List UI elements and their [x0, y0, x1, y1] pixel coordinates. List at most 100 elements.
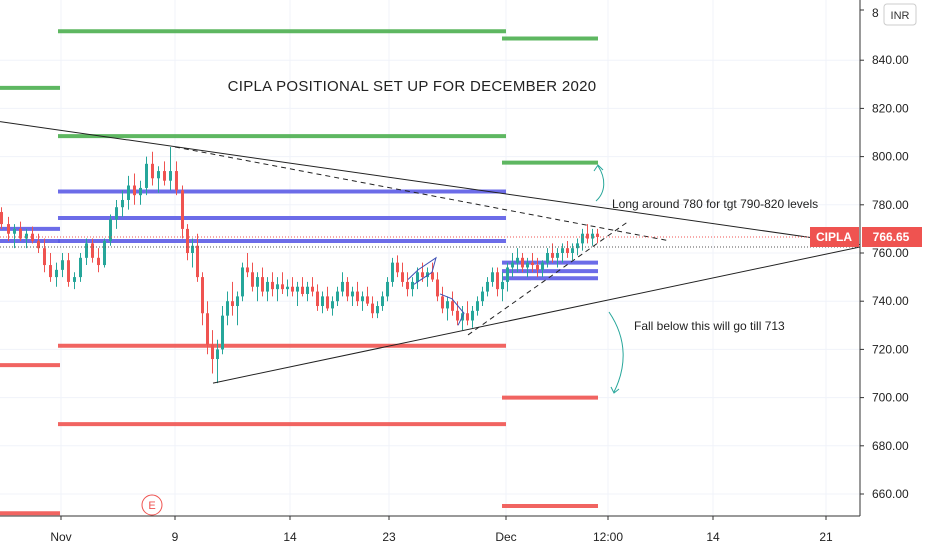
y-tick-label: 800.00: [872, 150, 909, 164]
price-axis[interactable]: 660.00 680.00 700.00 720.00 740.00 760.00 780.…: [859, 0, 909, 516]
candle-body: [25, 233, 28, 239]
candle-body: [416, 272, 419, 282]
long-annotation: Long around 780 for tgt 790-820 levels: [612, 197, 818, 211]
candle-body: [281, 284, 284, 290]
candle-body: [341, 281, 344, 292]
dashed-trendline: [467, 221, 629, 336]
candle-body: [396, 262, 399, 273]
candle-body: [311, 286, 314, 292]
levels: [0, 29, 598, 516]
candle-body: [103, 240, 106, 266]
candle-body: [491, 272, 494, 282]
candle-body: [321, 296, 324, 307]
candle-body: [526, 262, 529, 268]
candle-body: [546, 253, 549, 263]
candle-body: [97, 257, 100, 266]
y-tick-label: 780.00: [872, 198, 909, 212]
trendline: [0, 121, 861, 246]
candle-body: [496, 272, 499, 290]
y-tick-label: 660.00: [872, 487, 909, 501]
candle-body: [169, 171, 172, 181]
candle-body: [163, 171, 166, 181]
earnings-marker[interactable]: [141, 494, 163, 516]
candle-body: [551, 253, 554, 258]
trendline: [212, 246, 861, 384]
dashed-trendline: [174, 146, 671, 242]
candle-body: [386, 281, 389, 297]
up-arrowhead: [593, 164, 604, 172]
y-tick-label: 820.00: [872, 101, 909, 115]
candle-body: [596, 233, 599, 237]
candle-body: [401, 272, 404, 282]
candle-body: [501, 281, 504, 290]
candle-body: [0, 212, 3, 225]
symbol-label: CIPLA: [816, 230, 852, 244]
candle-body: [61, 260, 64, 270]
candle-body: [49, 265, 52, 278]
candle-body: [361, 296, 364, 302]
candle-body: [73, 277, 76, 282]
candle-body: [556, 253, 559, 258]
candle-body: [376, 306, 379, 314]
candle-body: [576, 243, 579, 249]
candle-body: [226, 301, 229, 316]
candle-body: [206, 313, 209, 345]
candle-body: [85, 243, 88, 258]
candle-body: [306, 286, 309, 294]
up-arrow: [595, 165, 605, 202]
short-annotation: Fall below this will go till 713: [634, 319, 785, 333]
candle-body: [157, 171, 160, 179]
candle-body: [211, 344, 214, 360]
candle-body: [121, 199, 124, 208]
candle-body: [391, 262, 394, 282]
candle-body: [181, 190, 184, 229]
candle-body: [431, 272, 434, 280]
candle-body: [331, 301, 334, 309]
candle-body: [133, 185, 136, 196]
candle-body: [566, 248, 569, 253]
candle-body: [486, 281, 489, 292]
currency-badge[interactable]: INR: [883, 3, 917, 26]
candle-body: [221, 315, 224, 350]
y-tick-label: 720.00: [872, 342, 909, 356]
candle-body: [516, 257, 519, 263]
candle-body: [371, 303, 374, 314]
down-arrowhead: [610, 386, 620, 394]
x-tick-label: 9: [172, 530, 179, 544]
candle-body: [145, 163, 148, 188]
candle-body: [186, 228, 189, 253]
flag-pattern: [439, 293, 465, 326]
candle-body: [521, 257, 524, 268]
candle-body: [586, 233, 589, 239]
candle-body: [581, 233, 584, 244]
symbol-tag: [810, 227, 859, 247]
x-tick-label: 14: [706, 530, 720, 544]
down-arrow: [608, 311, 624, 393]
candles: [0, 146, 599, 384]
candle-body: [109, 219, 112, 241]
candle-body: [236, 296, 239, 307]
candle-body: [531, 262, 534, 266]
plot-area: [0, 0, 861, 516]
candle-body: [351, 291, 354, 297]
candle-body: [511, 262, 514, 268]
candle-body: [251, 272, 254, 287]
candle-body: [301, 286, 304, 294]
candle-body: [276, 284, 279, 290]
y-tick-label: 740.00: [872, 294, 909, 308]
candle-body: [506, 267, 509, 282]
candle-body: [271, 281, 274, 290]
candle-body: [19, 228, 22, 239]
candle-body: [196, 245, 199, 278]
candle-body: [411, 281, 414, 290]
candle-body: [481, 291, 484, 302]
candle-body: [13, 228, 16, 234]
time-axis[interactable]: Nov 9 14 23 Dec 12:00 14 21: [0, 515, 860, 544]
candle-body: [127, 185, 130, 200]
candle-body: [256, 277, 259, 287]
candle-body: [406, 281, 409, 290]
candle-body: [67, 260, 70, 282]
symbol-price-label: CIPLA 766.65: [810, 227, 922, 247]
chart-title: CIPLA POSITIONAL SET UP FOR DECEMBER 202…: [228, 78, 597, 95]
